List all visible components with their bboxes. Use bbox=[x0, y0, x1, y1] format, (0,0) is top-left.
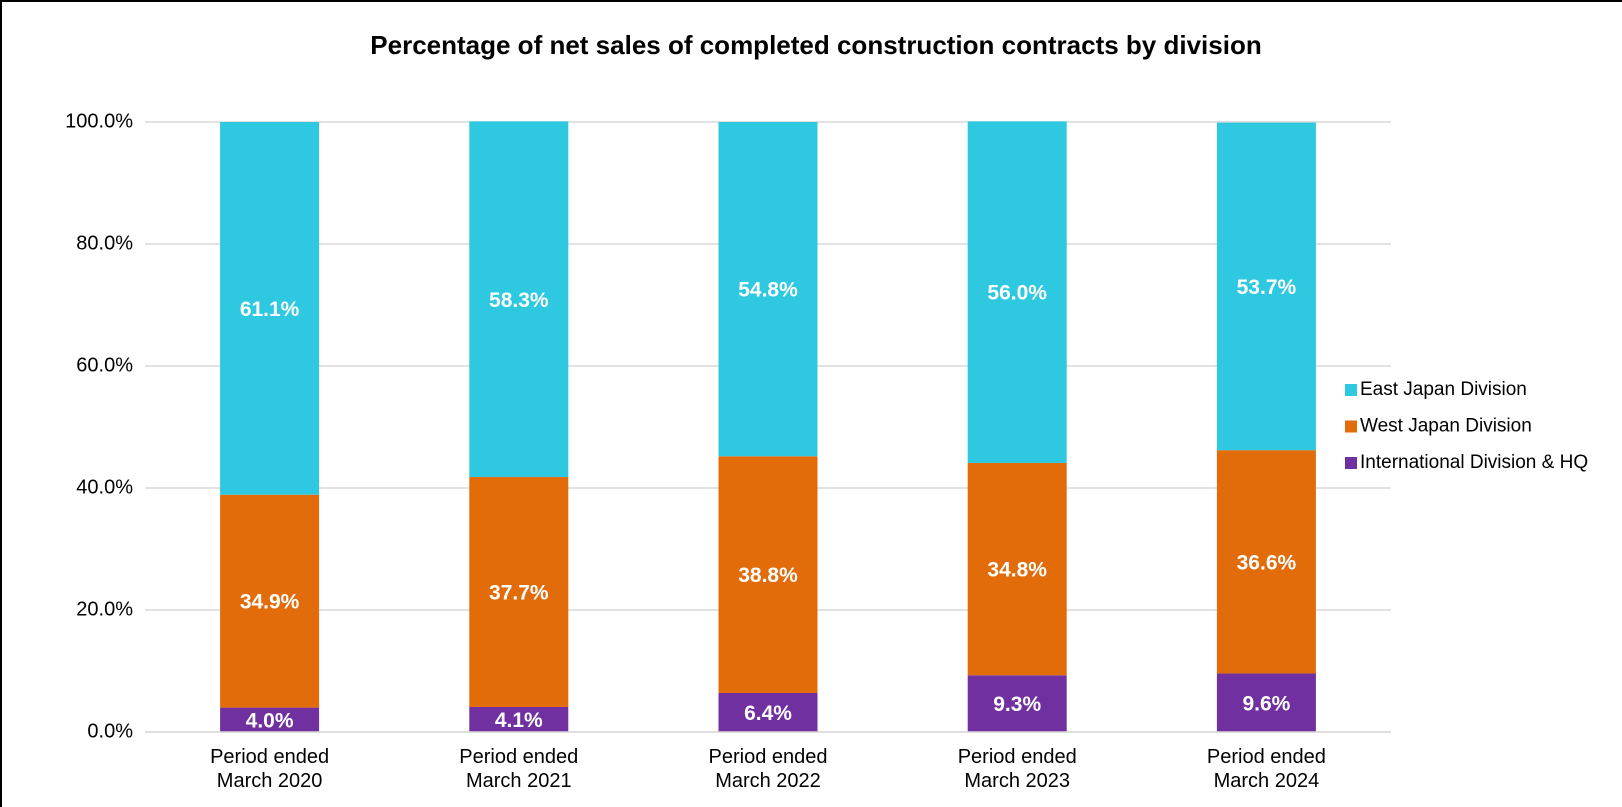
y-tick-label: 60.0% bbox=[76, 354, 133, 376]
legend-swatch bbox=[1345, 457, 1357, 469]
data-label: 54.8% bbox=[738, 279, 798, 302]
bar-segment bbox=[220, 494, 320, 708]
bar-segment bbox=[967, 462, 1067, 676]
bar-segment bbox=[718, 122, 818, 457]
bar-segment bbox=[1216, 450, 1316, 674]
data-label: 4.1% bbox=[495, 709, 543, 732]
data-label: 9.3% bbox=[993, 693, 1041, 716]
data-label: 4.0% bbox=[246, 709, 294, 732]
y-tick-label: 20.0% bbox=[76, 598, 133, 620]
x-tick-label: Period ended March 2022 bbox=[709, 746, 828, 792]
y-tick-label: 40.0% bbox=[76, 476, 133, 498]
bar-segment bbox=[967, 675, 1067, 732]
legend-label: International Division & HQ bbox=[1360, 452, 1588, 473]
bar-segment bbox=[220, 707, 320, 732]
bar-segment bbox=[967, 121, 1067, 463]
bar-segment bbox=[469, 706, 569, 732]
x-tick-label: Period ended March 2021 bbox=[459, 746, 578, 792]
bar-segment bbox=[1216, 122, 1316, 451]
bar-segment bbox=[220, 122, 320, 495]
data-label: 37.7% bbox=[489, 582, 549, 605]
x-tick-label: Period ended March 2024 bbox=[1207, 746, 1326, 792]
data-label: 34.8% bbox=[987, 559, 1047, 582]
data-label: 58.3% bbox=[489, 289, 549, 312]
data-label: 56.0% bbox=[987, 282, 1047, 305]
data-label: 53.7% bbox=[1237, 276, 1297, 299]
legend-swatch bbox=[1345, 420, 1357, 433]
y-tick-label: 80.0% bbox=[76, 232, 133, 254]
bar-segment bbox=[718, 692, 818, 732]
x-tick-label: Period ended March 2023 bbox=[958, 746, 1077, 792]
data-label: 9.6% bbox=[1242, 692, 1290, 715]
legend-label: West Japan Division bbox=[1360, 416, 1532, 437]
x-tick-label: Period ended March 2020 bbox=[210, 746, 329, 792]
y-tick-label: 100.0% bbox=[65, 110, 133, 132]
y-tick-label: 0.0% bbox=[87, 720, 133, 742]
data-label: 36.6% bbox=[1237, 551, 1297, 574]
data-label: 61.1% bbox=[240, 298, 300, 321]
bar-segment bbox=[718, 456, 818, 693]
legend-label: East Japan Division bbox=[1360, 379, 1527, 400]
legend-swatch bbox=[1345, 384, 1357, 396]
bar-segment bbox=[1216, 673, 1316, 732]
bar-segment bbox=[469, 121, 569, 478]
chart-title: Percentage of net sales of completed con… bbox=[370, 30, 1261, 60]
data-label: 34.9% bbox=[240, 591, 300, 614]
data-label: 38.8% bbox=[738, 564, 798, 587]
data-label: 6.4% bbox=[744, 702, 792, 725]
bar-segment bbox=[469, 477, 569, 707]
